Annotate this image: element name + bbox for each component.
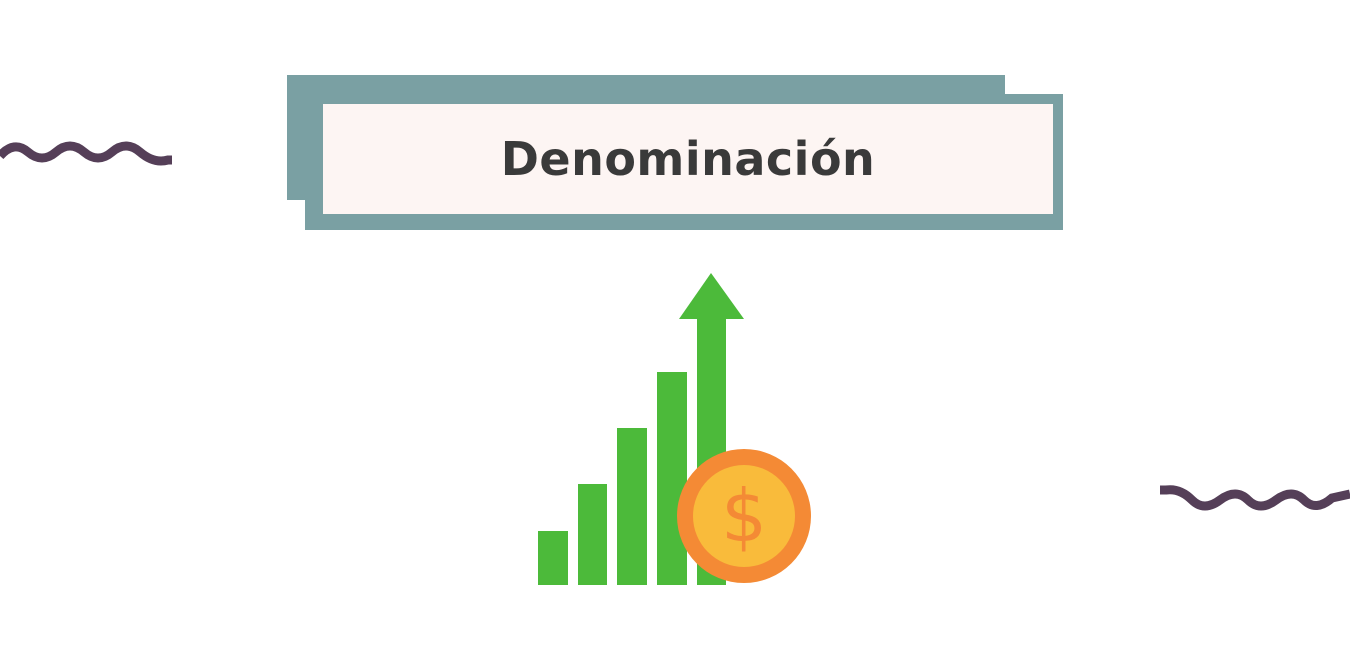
title-frame: Denominación <box>305 94 1063 230</box>
growth-chart-illustration: $ <box>538 273 811 585</box>
page-title: Denominación <box>500 132 876 186</box>
growth-bars-icon <box>538 372 687 585</box>
coin-symbol: $ <box>721 474 767 558</box>
wave-decoration-left-icon <box>0 141 172 166</box>
wave-decoration-right-icon <box>1160 485 1350 511</box>
title-panel: Denominación <box>323 104 1053 214</box>
dollar-coin-icon: $ <box>677 449 811 583</box>
